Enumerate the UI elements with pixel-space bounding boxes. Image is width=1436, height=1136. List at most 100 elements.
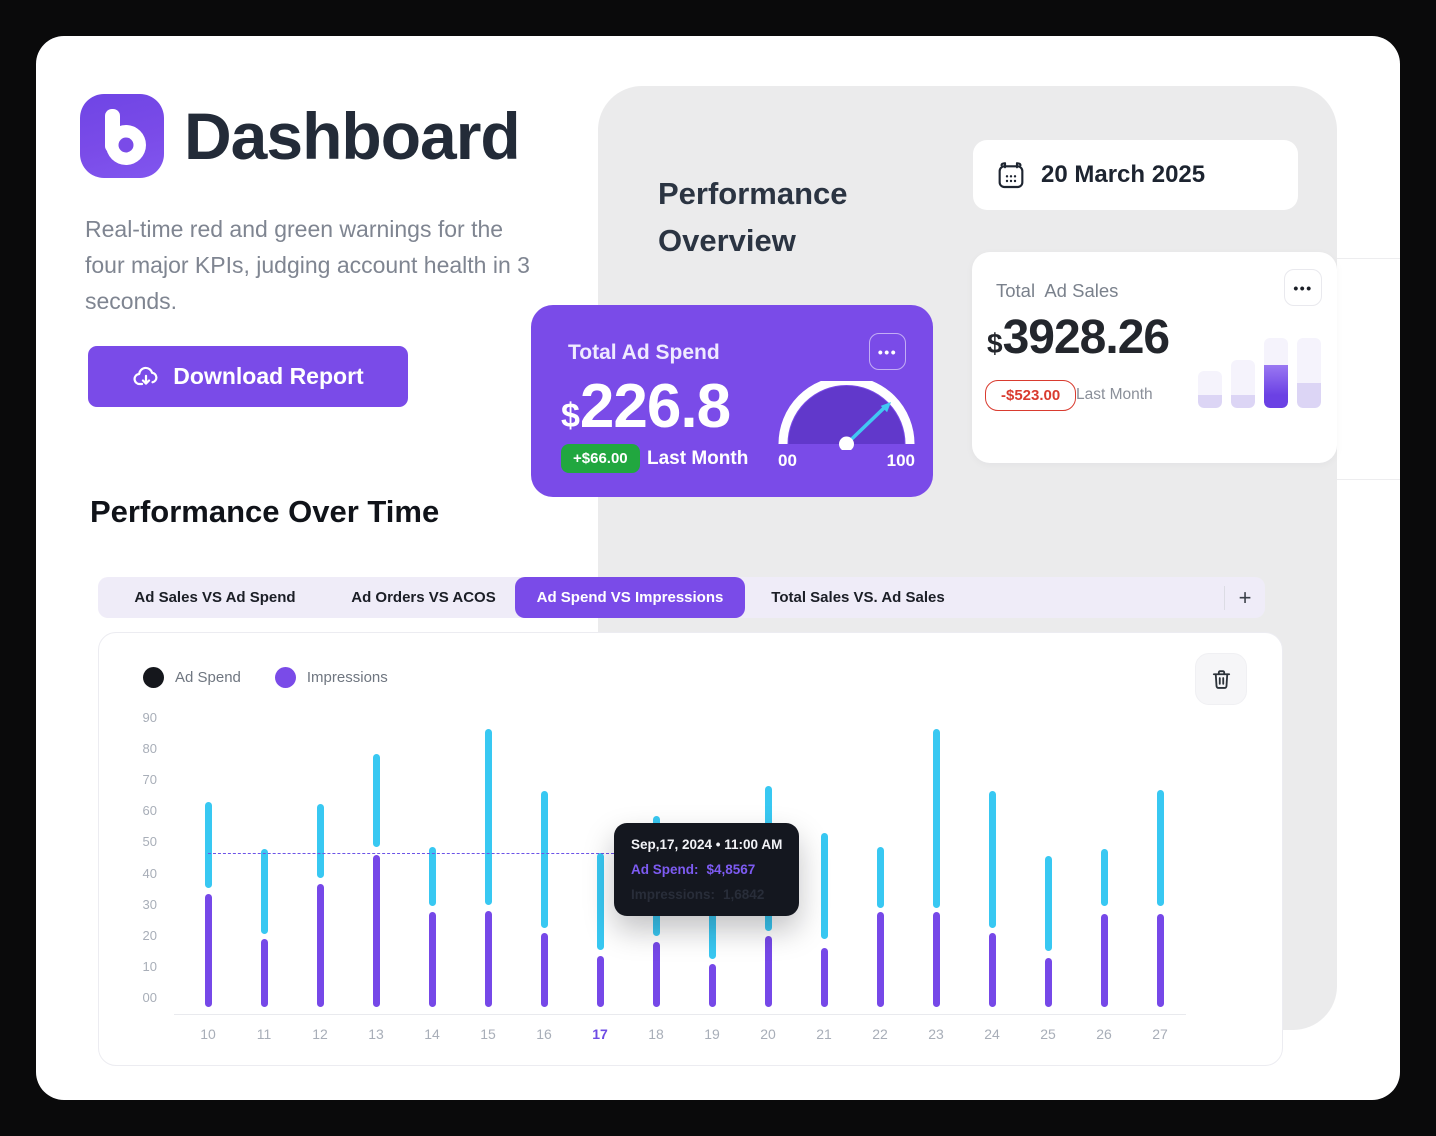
y-axis-tick: 70 [142,772,157,788]
y-axis-tick: 80 [142,741,157,757]
bar-ad-spend-18[interactable] [652,942,660,1007]
sales-card-menu-button[interactable]: ••• [1284,269,1322,306]
total-ad-sales-card: Total Ad Sales ••• $3928.26 -$523.00 Las… [972,252,1337,463]
x-axis-tick-23: 23 [928,1026,944,1042]
x-axis-tick-16: 16 [536,1026,552,1042]
cloud-download-icon [132,363,160,391]
bar-ad-spend-22[interactable] [876,912,884,1007]
x-axis-tick-27: 27 [1152,1026,1168,1042]
x-axis-tick-18: 18 [648,1026,664,1042]
y-axis-tick: 40 [142,865,157,881]
tab-ad-sales-vs-ad-spend[interactable]: Ad Sales VS Ad Spend [134,589,296,606]
x-axis-tick-20: 20 [760,1026,776,1042]
y-axis-tick: 20 [142,927,157,943]
y-axis-tick: 30 [142,896,157,912]
bar-ad-spend-13[interactable] [372,854,380,1007]
spark-bar [1198,371,1222,408]
sales-sparkline [1198,338,1323,408]
sales-card-label: Total Ad Sales [996,280,1119,301]
x-axis-tick-25: 25 [1040,1026,1056,1042]
spark-bar [1264,338,1288,408]
download-report-button[interactable]: Download Report [88,346,408,407]
y-axis-tick: 00 [142,990,157,1005]
bar-impressions-14[interactable] [428,847,436,907]
bar-ad-spend-19[interactable] [708,963,716,1007]
bar-ad-spend-15[interactable] [484,910,492,1007]
tab-divider [1224,585,1225,610]
delete-chart-button[interactable] [1195,653,1247,705]
bar-impressions-11[interactable] [260,848,268,935]
tab-ad-spend-vs-impressions[interactable]: Ad Spend VS Impressions [515,577,745,618]
bar-impressions-16[interactable] [540,791,548,928]
bar-ad-spend-27[interactable] [1156,914,1164,1007]
spend-card-menu-button[interactable]: ••• [869,333,906,370]
bar-impressions-22[interactable] [876,847,884,908]
bar-ad-spend-16[interactable] [540,932,548,1007]
y-axis-tick: 10 [142,958,157,974]
bar-ad-spend-24[interactable] [988,932,996,1007]
chart-tooltip: Sep,17, 2024 • 11:00 AM Ad Spend: $4,8567… [614,823,800,916]
reference-dashed-line [208,853,614,855]
bar-ad-spend-17[interactable] [596,956,604,1007]
bar-impressions-15[interactable] [484,728,492,905]
date-picker[interactable]: 20 March 2025 [973,140,1298,210]
x-axis-tick-14: 14 [424,1026,440,1042]
y-axis-tick: 50 [142,834,157,850]
bar-impressions-12[interactable] [316,803,324,879]
bar-impressions-26[interactable] [1100,848,1108,907]
bar-ad-spend-26[interactable] [1100,914,1108,1007]
x-axis-tick-26: 26 [1096,1026,1112,1042]
bar-ad-spend-23[interactable] [932,912,940,1007]
x-axis-tick-13: 13 [368,1026,384,1042]
x-axis-tick-24: 24 [984,1026,1000,1042]
tooltip-date: Sep,17, 2024 • 11:00 AM [631,837,783,852]
legend-item-ad-spend: Ad Spend [143,667,241,688]
y-axis-tick: 90 [142,710,157,725]
legend-item-impressions: Impressions [274,667,388,688]
total-ad-spend-card: Total Ad Spend ••• $226.8 +$66.00 Last M… [531,305,933,497]
x-axis-tick-21: 21 [816,1026,832,1042]
x-axis-tick-19: 19 [704,1026,720,1042]
spend-period-label: Last Month [647,448,749,469]
x-axis-tick-17: 17 [592,1026,608,1042]
spend-value: $226.8 [561,372,731,441]
bar-impressions-10[interactable] [204,802,212,888]
bar-ad-spend-12[interactable] [316,884,324,1007]
sales-period-label: Last Month [1076,386,1153,403]
bar-ad-spend-20[interactable] [764,935,772,1007]
bar-impressions-21[interactable] [820,833,828,939]
x-axis-tick-22: 22 [872,1026,888,1042]
page-subtitle: Real-time red and green warnings for the… [85,216,530,314]
bar-ad-spend-25[interactable] [1044,957,1052,1007]
x-axis-line [174,1014,1186,1015]
spark-bar [1297,338,1321,408]
spend-gauge: 00 100 [778,376,915,473]
bar-ad-spend-14[interactable] [428,912,436,1007]
x-axis-tick-12: 12 [312,1026,328,1042]
selected-date: 20 March 2025 [1041,161,1206,188]
bar-impressions-25[interactable] [1044,856,1052,952]
chart-card: Ad Spend Impressions Sep,17, 2024 • 11:0… [98,632,1283,1066]
ellipsis-icon: ••• [877,343,898,360]
tab-ad-orders-vs-acos[interactable]: Ad Orders VS ACOS [351,589,496,606]
bar-ad-spend-11[interactable] [260,938,268,1007]
brand-logo-icon [80,94,164,178]
bar-impressions-24[interactable] [988,791,996,928]
x-axis-tick-10: 10 [200,1026,216,1042]
bar-ad-spend-21[interactable] [820,948,828,1007]
bar-ad-spend-10[interactable] [204,893,212,1007]
bar-impressions-17[interactable] [596,853,604,950]
spark-bar [1231,360,1255,408]
bar-impressions-27[interactable] [1156,789,1164,907]
bar-impressions-23[interactable] [932,728,940,908]
gauge-min-label: 00 [778,451,797,470]
bar-impressions-13[interactable] [372,753,380,848]
ellipsis-icon: ••• [1293,279,1313,296]
gauge-max-label: 100 [886,451,915,470]
spend-card-label: Total Ad Spend [568,341,720,364]
page-title: Dashboard [184,99,521,173]
tooltip-ad-spend: Ad Spend: $4,8567 [631,862,756,877]
tab-total-sales-vs-ad-sales[interactable]: Total Sales VS. Ad Sales [771,589,945,606]
add-tab-button[interactable]: + [1238,584,1252,610]
